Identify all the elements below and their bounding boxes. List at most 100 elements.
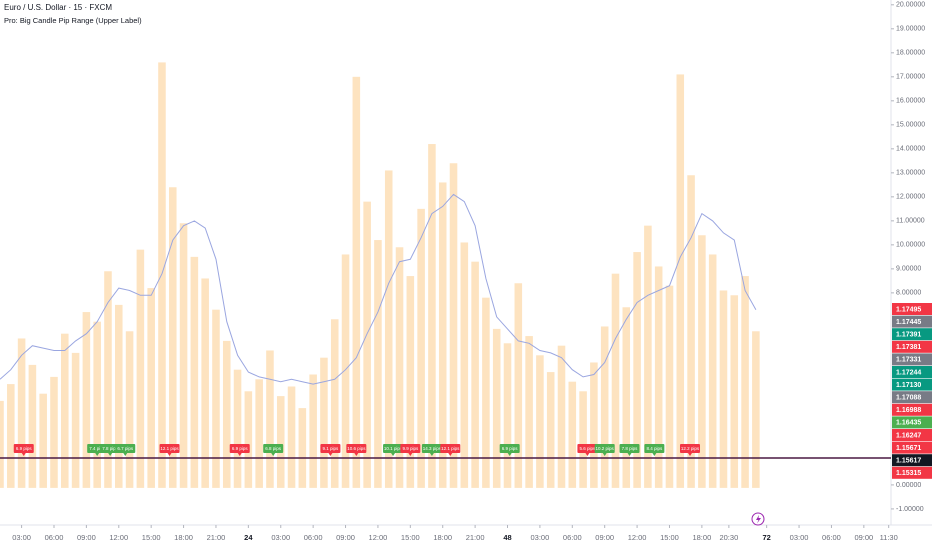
bar [287,386,296,488]
x-tick-label: 20:30 [719,533,738,542]
pip-label-box [644,444,665,453]
pip-label-pointer [585,453,590,456]
x-tick-label: 48 [503,533,511,542]
bar [82,312,91,488]
bar [125,331,134,488]
bar [471,261,479,488]
x-tick-label: 09:00 [336,533,355,542]
y-tick-label: -1.00000 [896,506,924,513]
pip-label-text: 6.7 pips [117,446,134,451]
pip-label-box [577,444,598,453]
bar [719,290,728,488]
y-tick-label: 11.00000 [896,218,925,225]
bar [71,352,80,488]
pip-label-text: 10.1 pips [384,446,403,451]
bar [352,76,361,488]
bar [222,340,231,488]
pip-label-text: 7.4 pips [89,446,106,451]
y-tick-label: 12.00000 [896,194,925,201]
bar [374,240,382,488]
pip-label-text: 9.1 pips [323,446,340,451]
pip-label-text: 12.1 pips [441,446,460,451]
bar [568,381,577,488]
bar [50,376,58,488]
price-label-box [892,454,932,467]
bar [168,187,177,488]
y-tick-label: 10.00000 [896,242,925,249]
price-label-text: 1.16435 [896,420,921,427]
bar [600,326,609,488]
x-tick-label: 09:00 [595,533,614,542]
pip-label-text: 9.9 pips [402,446,419,451]
bar [406,276,415,488]
price-label-text: 1.17445 [896,319,921,326]
price-label-box [892,366,932,378]
bar [622,307,631,488]
pip-label-text: 12.2 pips [681,446,700,451]
bar [417,208,425,488]
price-label-text: 1.17244 [896,369,921,376]
bar [460,242,469,488]
y-tick-label: 17.00000 [896,74,925,81]
bar [384,170,393,488]
pip-label-pointer [108,453,113,456]
bar [579,391,587,488]
pip-label-pointer [627,453,632,456]
x-tick-label: 09:00 [854,533,873,542]
bar [298,408,307,488]
x-tick-label: 12:00 [369,533,388,542]
bar [514,283,523,488]
bar [309,374,317,488]
pip-label-text: 5.6 pips [580,446,597,451]
pip-label-pointer [123,453,128,456]
pip-label-text: 8.4 pips [646,446,663,451]
x-tick-label: 11:30 [880,533,898,542]
x-tick-label: 24 [244,533,253,542]
y-tick-label: 14.00000 [896,146,925,153]
bar [482,297,490,488]
icon-circle [751,512,765,526]
bar [536,355,544,488]
x-tick-label: 03:00 [790,533,809,542]
bar [28,364,37,488]
x-tick-label: 03:00 [12,533,31,542]
pip-label-pointer [271,453,276,456]
pip-label-pointer [167,453,172,456]
bar [438,182,447,488]
pip-label-pointer [408,453,413,456]
y-tick-label: 16.00000 [896,98,925,105]
x-tick-label: 06:00 [304,533,323,542]
pip-label-pointer [448,453,453,456]
chart-title: Euro / U.S. Dollar · 15 · FXCM [4,3,112,12]
bar [266,350,274,488]
price-label-text: 1.15671 [896,445,921,452]
pip-label-text: 7.8 pips [102,446,119,451]
y-tick-label: 18.00000 [896,50,925,57]
bar [7,384,15,488]
replay-icon[interactable] [751,512,765,526]
bar [255,379,263,488]
bar [698,235,706,488]
x-tick-label: 21:00 [466,533,485,542]
bar [708,254,717,488]
bar [525,336,533,488]
bar [190,256,199,488]
bar [363,201,371,488]
bar [730,295,739,488]
pip-label-box [594,444,615,453]
price-label-box [892,403,932,416]
bar [276,396,285,488]
pip-label-pointer [354,453,359,456]
y-tick-label: 13.00000 [896,170,925,177]
x-tick-label: 09:00 [77,533,96,542]
bar [201,278,209,488]
bar [158,62,166,488]
pip-label-text: 6.9 pips [16,446,33,451]
bar [590,362,598,488]
price-label-box [892,441,932,454]
bar [179,223,188,488]
y-tick-label: 8.00000 [896,290,921,297]
price-label-box [892,378,932,391]
x-tick-label: 06:00 [822,533,841,542]
bar [557,345,566,488]
